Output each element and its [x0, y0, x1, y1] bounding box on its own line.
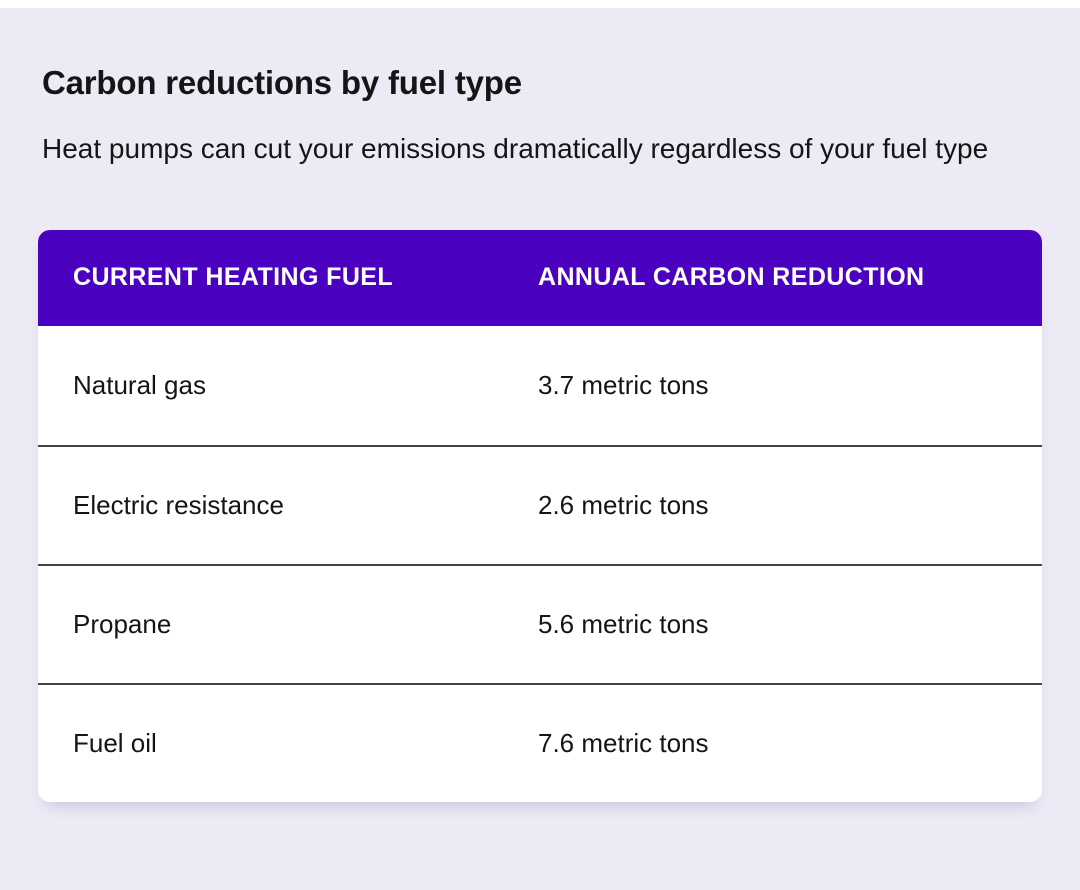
table-row: Natural gas 3.7 metric tons — [38, 325, 1042, 445]
table-row: Fuel oil 7.6 metric tons — [38, 682, 1042, 802]
table-header-row: CURRENT HEATING FUEL ANNUAL CARBON REDUC… — [38, 229, 1042, 326]
fuel-type-cell: Fuel oil — [73, 727, 157, 758]
page-title: Carbon reductions by fuel type — [42, 64, 522, 101]
carbon-reduction-cell: 2.6 metric tons — [538, 489, 709, 520]
fuel-type-cell: Propane — [73, 608, 172, 639]
carbon-reduction-cell: 5.6 metric tons — [538, 608, 709, 639]
page-subtitle: Heat pumps can cut your emissions dramat… — [42, 132, 989, 164]
column-header-annual-carbon-reduction: ANNUAL CARBON REDUCTION — [538, 263, 925, 292]
carbon-reduction-table-card: CURRENT HEATING FUEL ANNUAL CARBON REDUC… — [38, 229, 1042, 802]
carbon-reduction-cell: 3.7 metric tons — [538, 369, 709, 400]
fuel-type-cell: Electric resistance — [73, 489, 284, 520]
top-edge-strip — [0, 0, 1080, 8]
table-row: Electric resistance 2.6 metric tons — [38, 444, 1042, 564]
column-header-current-heating-fuel: CURRENT HEATING FUEL — [73, 263, 394, 292]
carbon-reductions-section: Carbon reductions by fuel type Heat pump… — [0, 8, 1080, 802]
fuel-type-cell: Natural gas — [73, 369, 206, 400]
table-row: Propane 5.6 metric tons — [38, 563, 1042, 683]
carbon-reduction-cell: 7.6 metric tons — [538, 727, 709, 758]
